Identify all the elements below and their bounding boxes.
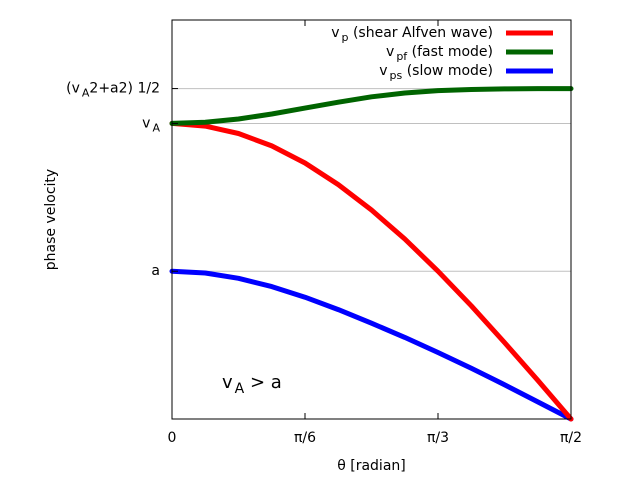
x-ticks: 0 π/6 π/3 π/2 xyxy=(168,20,582,446)
label-tail: (shear Alfven wave) xyxy=(349,25,493,41)
x-tick-label: π/2 xyxy=(560,430,582,446)
label-sub: pf xyxy=(396,50,408,63)
label-main: v xyxy=(331,25,339,41)
annotation-main: v xyxy=(222,372,233,393)
label-main: (v xyxy=(66,81,80,97)
legend-label-vpf: v pf (fast mode) xyxy=(386,44,493,63)
x-tick-label: 0 xyxy=(168,430,177,446)
grid xyxy=(172,88,571,272)
label-sub: ps xyxy=(390,69,403,82)
y-tick-label: (v A2+a2) 1/2 xyxy=(66,81,160,100)
label-main: v xyxy=(142,115,150,131)
x-axis-label: θ [radian] xyxy=(337,458,406,474)
series-layer xyxy=(169,86,574,422)
y-axis-label: phase velocity xyxy=(43,169,59,270)
x-tick-label: π/6 xyxy=(294,430,316,446)
label-main: a xyxy=(151,263,160,279)
y-ticks: av A(v A2+a2) 1/2 xyxy=(66,81,178,279)
annotation-sub: A xyxy=(235,381,245,397)
plot-frame xyxy=(171,19,572,420)
label-sub: A xyxy=(152,121,160,134)
x-tick-label: π/3 xyxy=(427,430,449,446)
label-sub: A xyxy=(82,87,90,100)
label-tail: (fast mode) xyxy=(407,44,493,60)
label-main: v xyxy=(379,63,387,79)
legend-label-vps: v ps (slow mode) xyxy=(379,63,493,82)
series-line-vp xyxy=(169,120,574,422)
y-tick-label: a xyxy=(151,263,160,279)
label-tail: 2+a2) 1/2 xyxy=(89,81,160,97)
annotation-tail: > a xyxy=(244,372,282,393)
series-line-vpf xyxy=(169,86,574,126)
series-line-vps xyxy=(169,268,574,422)
label-sub: p xyxy=(342,31,349,44)
label-tail: (slow mode) xyxy=(402,63,493,79)
label-main: v xyxy=(386,44,394,60)
